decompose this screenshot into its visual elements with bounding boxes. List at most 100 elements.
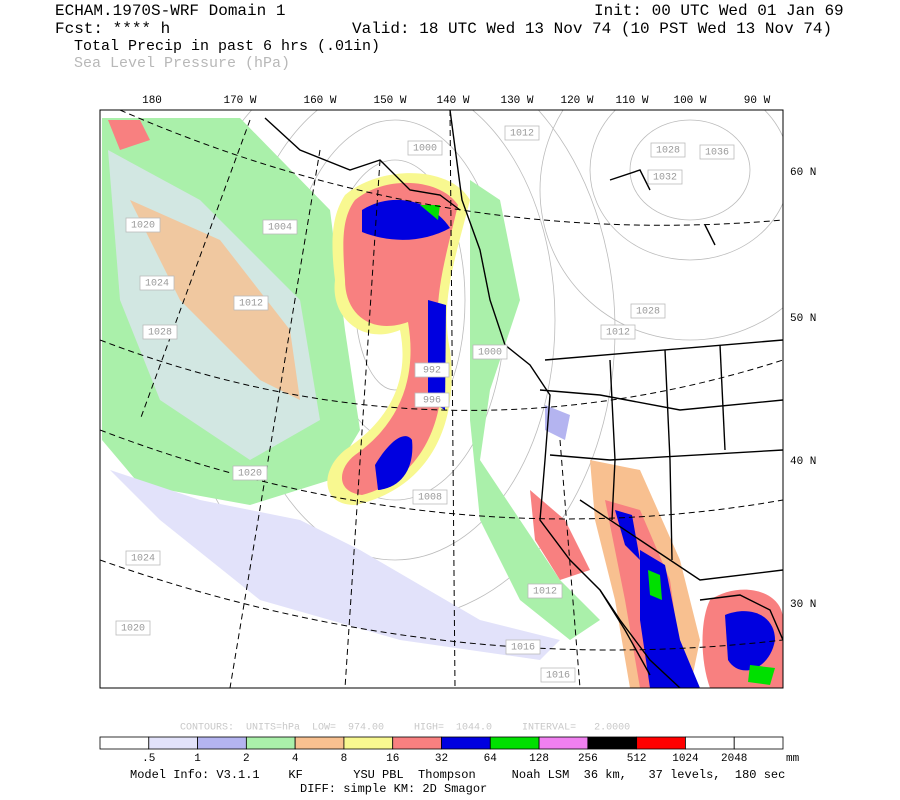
contour-label: 1028 — [148, 328, 172, 339]
model-info: Model Info: V3.1.1 KF YSU PBL Thompson N… — [130, 768, 785, 782]
contour-label: 1008 — [418, 493, 442, 504]
contour-label: 1000 — [478, 348, 502, 359]
forecast-hour: Fcst: **** h — [55, 20, 170, 38]
latitude-label: 40 N — [790, 456, 816, 468]
contour-label: 1000 — [413, 144, 437, 155]
contour-label-box — [600, 324, 636, 340]
colorbar-box — [636, 736, 686, 750]
map-frame — [99, 109, 784, 689]
contour-label-box — [139, 275, 175, 291]
longitude-label: 110 W — [615, 95, 648, 107]
coastlines — [264, 110, 783, 688]
colorbar-label: .5 — [142, 753, 155, 765]
colorbar-label: 16 — [386, 753, 399, 765]
contour-label: 1024 — [145, 279, 169, 290]
model-title: ECHAM.1970S-WRF Domain 1 — [55, 2, 285, 20]
colorbar-box — [538, 736, 589, 750]
contour-label-box — [407, 140, 443, 156]
contour-label: 1016 — [546, 671, 570, 682]
colorbar-box — [733, 736, 784, 750]
contour-label: 1012 — [239, 299, 263, 310]
colorbar-label: 2 — [243, 753, 250, 765]
colorbar-box — [148, 736, 198, 750]
contour-label: 1036 — [705, 148, 729, 159]
colorbar-label: 4 — [292, 753, 299, 765]
contour-label: 996 — [423, 396, 441, 407]
longitude-label: 120 W — [560, 95, 593, 107]
contour-info: CONTOURS: UNITS=hPa LOW= 974.00 HIGH= 10… — [180, 722, 630, 734]
colorbar-box — [587, 736, 638, 750]
contour-label-box — [630, 303, 666, 319]
contour-label-box — [647, 169, 683, 185]
contour-label-box — [232, 465, 268, 481]
longitude-label: 150 W — [373, 95, 406, 107]
colorbar-label: 1024 — [672, 753, 699, 765]
colorbar-box — [685, 736, 735, 750]
contour-label-box — [262, 219, 298, 235]
colorbar-label: 128 — [529, 753, 549, 765]
colorbar-unit: mm — [786, 753, 800, 765]
latitude-label: 50 N — [790, 313, 816, 325]
longitude-label: 100 W — [673, 95, 706, 107]
diff-info: DIFF: simple KM: 2D Smagor — [300, 782, 487, 796]
contour-label-box — [540, 667, 576, 683]
contour-label-box — [527, 583, 563, 599]
longitude-label: 140 W — [436, 95, 469, 107]
colorbar-box — [245, 736, 296, 750]
longitude-label: 90 W — [744, 95, 771, 107]
contour-label: 1028 — [656, 146, 680, 157]
longitude-label: 180 — [142, 95, 162, 107]
longitude-label: 160 W — [303, 95, 336, 107]
colorbar-box — [343, 736, 394, 750]
init-time: Init: 00 UTC Wed 01 Jan 69 — [594, 2, 844, 20]
colorbar-box — [197, 736, 247, 750]
colorbar-box — [392, 736, 442, 750]
contour-label-box — [650, 142, 686, 158]
contour-label: 1020 — [238, 469, 262, 480]
contour-label: 1020 — [131, 221, 155, 232]
contour-label-box — [233, 295, 269, 311]
valid-time: Valid: 18 UTC Wed 13 Nov 74 (10 PST Wed … — [352, 20, 832, 38]
contour-label-box — [142, 324, 178, 340]
contour-label: 1012 — [606, 328, 630, 339]
latitude-label: 30 N — [790, 599, 816, 611]
contour-label: 1024 — [131, 554, 155, 565]
contour-label: 1032 — [653, 173, 677, 184]
colorbar-box — [294, 736, 345, 750]
contour-label: 1012 — [533, 587, 557, 598]
graticule — [100, 110, 783, 688]
field-title: Sea Level Pressure (hPa) — [74, 55, 290, 72]
colorbar-label: 512 — [627, 753, 647, 765]
colorbar-box — [441, 736, 491, 750]
contour-label-box — [504, 125, 540, 141]
field-title: Total Precip in past 6 hrs (.01in) — [74, 38, 380, 55]
longitude-label: 130 W — [500, 95, 533, 107]
contour-label-box — [115, 620, 151, 636]
colorbar-box — [489, 736, 540, 750]
contour-label: 1012 — [510, 129, 534, 140]
contour-label: 1028 — [636, 307, 660, 318]
colorbar-label: 1 — [194, 753, 201, 765]
contour-label: 992 — [423, 366, 441, 377]
longitude-label: 170 W — [223, 95, 256, 107]
contour-label: 1004 — [268, 223, 292, 234]
contour-label-box — [414, 392, 450, 408]
colorbar-label: 64 — [484, 753, 498, 765]
colorbar-label: 2048 — [721, 753, 747, 765]
colorbar-label: 8 — [341, 753, 348, 765]
colorbar-box — [99, 736, 150, 750]
colorbar: .5 1 2 4 8 16 32 64 128 256 512 1024 2048 mm — [99, 736, 800, 765]
colorbar-label: 32 — [435, 753, 448, 765]
contour-label-box — [505, 639, 541, 655]
contour-label: 1016 — [511, 643, 535, 654]
contour-label: 1020 — [121, 624, 145, 635]
contour-label-box — [412, 489, 448, 505]
map-layers — [100, 110, 783, 688]
contour-label-box — [472, 344, 508, 360]
colorbar-label: 256 — [578, 753, 598, 765]
contour-label-box — [125, 550, 161, 566]
contour-label-box — [699, 144, 735, 160]
precip-field — [102, 118, 783, 688]
